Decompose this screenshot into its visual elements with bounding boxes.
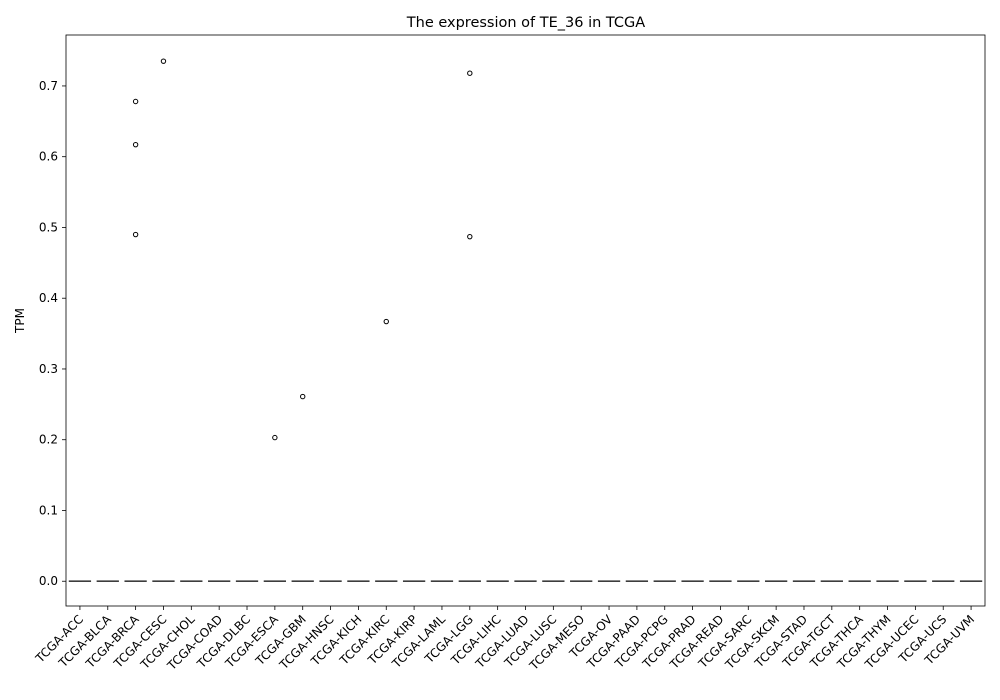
chart-title: The expression of TE_36 in TCGA xyxy=(406,15,646,31)
y-tick-label: 0.0 xyxy=(39,574,58,588)
outlier-point xyxy=(160,58,167,64)
y-axis-label: TPM xyxy=(13,308,27,334)
y-tick-label: 0.2 xyxy=(39,433,58,447)
outlier-point xyxy=(300,393,306,400)
outlier-point xyxy=(132,231,139,238)
outlier-point xyxy=(132,98,139,105)
plot-area: 0.00.10.20.30.40.50.60.7TCGA-ACCTCGA-BLC… xyxy=(32,34,986,673)
y-tick-label: 0.3 xyxy=(39,362,58,376)
y-tick-label: 0.1 xyxy=(39,503,58,517)
outlier-point xyxy=(467,233,473,240)
y-tick-label: 0.4 xyxy=(39,291,58,305)
y-tick-label: 0.6 xyxy=(39,150,58,164)
plot-frame xyxy=(65,34,986,607)
outlier-point xyxy=(272,434,278,441)
outlier-point xyxy=(132,141,139,148)
outlier-point xyxy=(467,70,473,76)
outlier-point xyxy=(383,318,389,325)
y-tick-label: 0.7 xyxy=(39,79,58,93)
y-tick-label: 0.5 xyxy=(39,220,58,234)
